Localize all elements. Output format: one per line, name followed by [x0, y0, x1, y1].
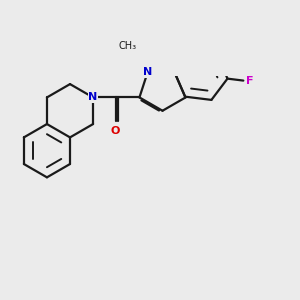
- Text: F: F: [246, 76, 253, 85]
- Text: O: O: [111, 125, 120, 136]
- Text: CH₃: CH₃: [118, 41, 136, 51]
- Text: N: N: [143, 67, 152, 77]
- Text: N: N: [88, 92, 98, 102]
